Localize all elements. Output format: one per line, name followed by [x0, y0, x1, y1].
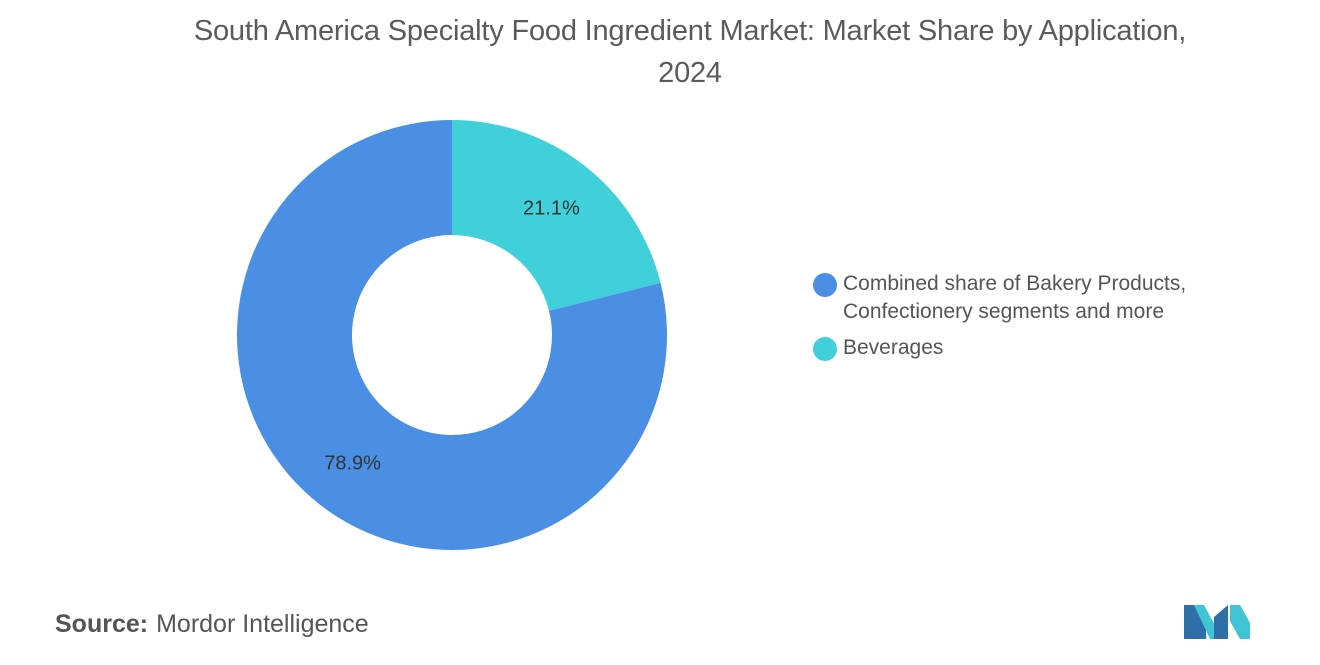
mordor-intelligence-logo-icon — [1184, 605, 1250, 639]
legend-item-beverages: Beverages — [813, 334, 1233, 362]
legend-label-beverages: Beverages — [843, 336, 944, 359]
donut-slice-0 — [452, 120, 661, 311]
legend-label-combined: Combined share of Bakery Products, Confe… — [843, 272, 1187, 323]
donut-slice-1 — [237, 120, 668, 551]
legend-swatch-combined — [813, 273, 837, 297]
chart-title: South America Specialty Food Ingredient … — [193, 15, 1187, 89]
donut-slice-labels: 21.1% 78.9% — [324, 198, 580, 475]
chart-legend: Combined share of Bakery Products, Confe… — [813, 270, 1233, 370]
source-note: Source: Mordor Intelligence — [55, 610, 369, 639]
slice-label-1: 78.9% — [324, 452, 381, 474]
donut-slices — [237, 120, 668, 551]
source-label: Source: — [55, 610, 149, 638]
legend-swatch-beverages — [813, 337, 837, 361]
slice-label-0: 21.1% — [523, 198, 580, 220]
donut-chart: 21.1% 78.9% — [237, 120, 668, 551]
legend-item-combined: Combined share of Bakery Products, Confe… — [813, 270, 1233, 326]
source-value: Mordor Intelligence — [156, 610, 369, 638]
